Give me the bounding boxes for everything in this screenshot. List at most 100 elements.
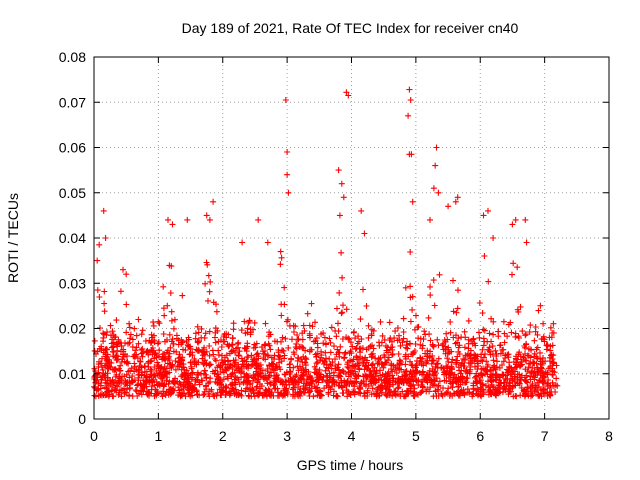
data-point	[549, 342, 556, 349]
data-point	[297, 343, 304, 350]
data-point	[327, 349, 334, 356]
data-point	[457, 388, 464, 395]
data-point	[353, 353, 360, 360]
data-point	[160, 331, 167, 337]
data-point	[386, 319, 393, 326]
data-point	[230, 326, 237, 333]
data-point	[170, 377, 177, 384]
data-point	[136, 362, 143, 369]
data-point	[402, 353, 409, 360]
data-point	[377, 318, 384, 325]
data-point	[97, 392, 104, 399]
data-point	[535, 307, 542, 314]
data-point	[143, 348, 150, 355]
data-point	[186, 389, 193, 396]
data-point	[123, 301, 130, 308]
data-point	[409, 306, 416, 313]
data-point	[213, 392, 220, 399]
data-point	[495, 390, 502, 397]
data-point	[438, 391, 445, 397]
data-point	[485, 207, 491, 214]
data-point	[380, 364, 387, 371]
data-point	[479, 346, 486, 353]
data-point	[427, 337, 434, 344]
data-point	[405, 112, 412, 119]
data-point	[126, 392, 133, 399]
data-point	[504, 375, 511, 382]
data-point	[138, 369, 145, 376]
data-point	[344, 393, 351, 400]
data-point	[238, 387, 245, 394]
data-point	[94, 257, 101, 264]
data-point	[306, 332, 313, 339]
data-point	[253, 356, 259, 363]
data-point	[200, 349, 207, 356]
data-point	[121, 390, 128, 397]
data-point	[310, 377, 317, 384]
data-point	[273, 376, 280, 383]
data-point	[160, 388, 167, 395]
data-point	[453, 379, 460, 386]
data-point	[459, 379, 466, 386]
data-point	[282, 335, 289, 342]
data-point	[104, 356, 111, 363]
data-point	[118, 393, 125, 400]
data-point	[236, 381, 243, 388]
data-point	[369, 385, 376, 392]
data-point	[436, 378, 443, 385]
data-point	[360, 359, 367, 366]
data-point	[478, 357, 484, 364]
data-point	[100, 347, 107, 354]
data-point	[202, 330, 209, 337]
data-point	[286, 361, 293, 368]
data-point	[368, 354, 375, 361]
data-point	[245, 319, 252, 326]
data-point	[335, 328, 342, 335]
data-point	[516, 380, 523, 387]
data-point	[484, 363, 491, 370]
data-point	[527, 322, 534, 329]
data-point	[506, 389, 513, 395]
data-point	[537, 387, 544, 394]
data-point	[145, 389, 152, 396]
data-point	[281, 385, 288, 392]
data-point	[358, 336, 365, 343]
data-point	[139, 353, 146, 360]
data-point	[519, 328, 526, 335]
data-point	[176, 387, 183, 394]
data-point	[342, 349, 349, 356]
data-point	[446, 393, 453, 399]
data-point	[395, 384, 402, 391]
data-point	[386, 337, 393, 344]
data-point	[361, 390, 368, 397]
data-point	[379, 332, 386, 339]
data-point	[232, 386, 239, 393]
data-point	[321, 385, 328, 392]
data-point	[336, 212, 343, 219]
data-point	[213, 308, 220, 315]
data-point	[220, 333, 227, 340]
data-point	[329, 359, 336, 366]
data-point	[99, 366, 106, 373]
data-point	[518, 361, 525, 368]
data-point	[377, 388, 384, 394]
data-point	[169, 336, 176, 343]
data-point	[336, 382, 343, 389]
data-point	[301, 327, 308, 334]
data-point	[391, 388, 398, 395]
data-point	[450, 277, 456, 284]
data-point	[267, 391, 274, 398]
data-point	[344, 361, 351, 368]
data-point	[167, 290, 174, 296]
data-point	[290, 391, 297, 398]
data-point	[161, 368, 167, 375]
data-point	[368, 362, 375, 369]
data-point	[462, 352, 469, 359]
data-point	[205, 297, 211, 304]
data-point	[109, 328, 116, 335]
data-point	[393, 391, 399, 398]
data-point	[435, 355, 442, 362]
data-point	[390, 375, 397, 382]
data-point	[480, 354, 487, 361]
chart-title: Day 189 of 2021, Rate Of TEC Index for r…	[182, 20, 519, 36]
